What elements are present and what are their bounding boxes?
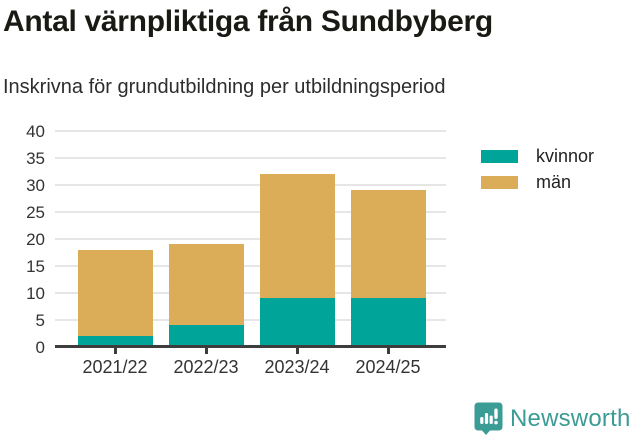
gridline-y30 xyxy=(55,184,446,186)
gridline-y10 xyxy=(55,292,446,294)
bar-2022-23-kvinnor xyxy=(168,325,244,347)
legend-swatch-kvinnor xyxy=(481,149,518,163)
x-tick-label-2023-24: 2023/24 xyxy=(264,357,330,377)
y-tick-label-0: 0 xyxy=(35,338,45,357)
newsworthy-logo: Newsworthy xyxy=(474,402,631,435)
x-tick-label-2024-25: 2024/25 xyxy=(355,357,421,377)
bar-2024-25-män xyxy=(350,190,426,299)
legend-label-man: män xyxy=(536,172,572,192)
x-tick-label-2022-23: 2022/23 xyxy=(173,357,239,377)
y-tick-label-35: 35 xyxy=(26,149,45,168)
gridline-y25 xyxy=(55,211,446,213)
y-tick-label-25: 25 xyxy=(26,203,45,222)
y-tick-label-30: 30 xyxy=(26,176,45,195)
gridline-y15 xyxy=(55,265,446,267)
legend: kvinnor män xyxy=(481,146,595,201)
legend-item-kvinnor: kvinnor xyxy=(481,146,595,166)
bar-2023-24-män xyxy=(259,174,335,299)
x-tick-2024-25 xyxy=(387,347,390,354)
gridline-y35 xyxy=(55,157,446,159)
gridline-y40 xyxy=(55,130,446,132)
y-tick-label-5: 5 xyxy=(35,311,45,330)
x-tick-2021-22 xyxy=(114,347,117,354)
legend-swatch-man xyxy=(481,175,518,189)
gridline-y20 xyxy=(55,238,446,240)
legend-label-kvinnor: kvinnor xyxy=(536,146,595,166)
y-tick-label-20: 20 xyxy=(26,230,45,249)
bar-2021-22-män xyxy=(77,249,153,337)
chart-title: Antal värnpliktiga från Sundbyberg xyxy=(3,5,493,38)
chart-subtitle: Inskrivna för grundutbildning per utbild… xyxy=(3,76,446,98)
x-axis-line xyxy=(55,345,446,348)
x-tick-2022-23 xyxy=(205,347,208,354)
bar-2024-25-kvinnor xyxy=(350,298,426,347)
y-tick-label-10: 10 xyxy=(26,284,45,303)
brand-name: Newsworthy xyxy=(510,405,631,432)
bar-2021-22-kvinnor xyxy=(77,336,153,347)
x-tick-2023-24 xyxy=(296,347,299,354)
y-tick-label-15: 15 xyxy=(26,257,45,276)
bar-chart-speech-bubble-icon xyxy=(474,402,503,435)
plot-area xyxy=(55,130,446,354)
x-tick-label-2021-22: 2021/22 xyxy=(82,357,148,377)
bar-2022-23-män xyxy=(168,244,244,326)
legend-item-man: män xyxy=(481,172,594,192)
gridline-y5 xyxy=(55,319,446,321)
y-tick-label-40: 40 xyxy=(26,122,45,141)
bar-2023-24-kvinnor xyxy=(259,298,335,347)
